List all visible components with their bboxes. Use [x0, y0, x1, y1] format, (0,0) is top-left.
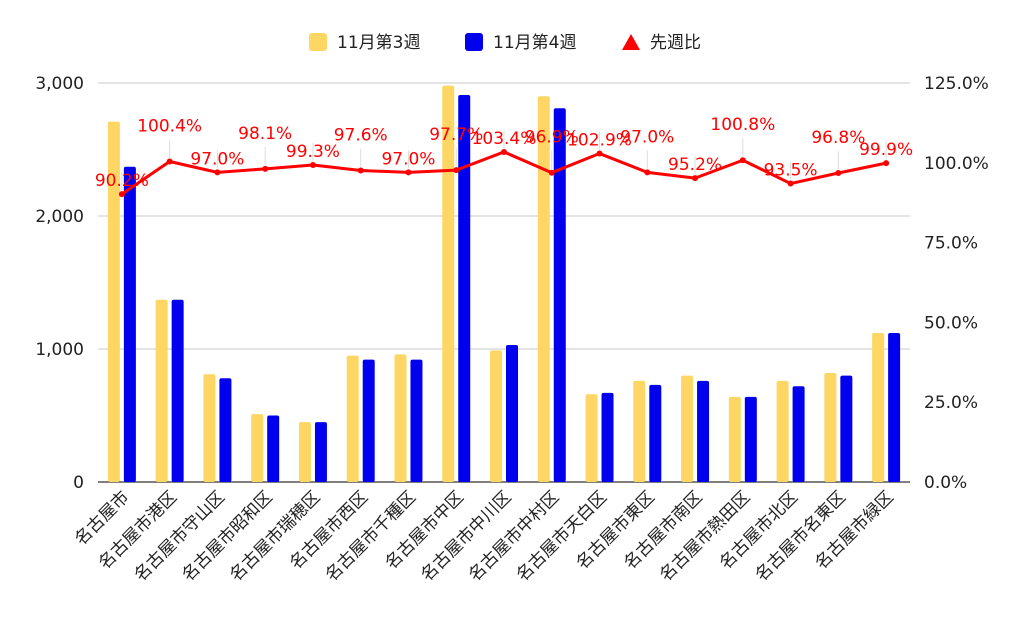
bar-week4 — [171, 299, 184, 482]
bar-week3 — [776, 380, 789, 482]
ratio-data-label: 93.5% — [764, 161, 818, 181]
right-tick-label: 25.0% — [924, 393, 978, 413]
ratio-point — [357, 167, 364, 174]
bar-week4 — [744, 396, 757, 482]
bar-week4 — [410, 359, 423, 482]
ratio-data-label: 99.9% — [859, 140, 913, 160]
ratio-data-label: 98.1% — [238, 124, 292, 144]
legend-swatch-ratio-icon — [622, 34, 640, 50]
right-tick-label: 100.0% — [924, 154, 989, 174]
ratio-data-label: 100.4% — [137, 117, 202, 137]
bar-week3 — [633, 380, 646, 482]
ratio-data-label: 96.9% — [525, 128, 579, 148]
left-tick-label: 0 — [73, 473, 84, 493]
ratio-point — [405, 169, 412, 176]
right-tick-label: 0.0% — [924, 473, 967, 493]
bar-week3 — [346, 355, 359, 482]
bar-week4 — [601, 392, 614, 482]
right-tick-label: 75.0% — [924, 234, 978, 254]
bar-week4 — [123, 166, 136, 483]
bar-week4 — [219, 378, 232, 482]
bar-week4 — [792, 386, 805, 482]
ratio-point — [548, 169, 555, 176]
left-tick-label: 3,000 — [35, 74, 84, 94]
bar-week4 — [649, 384, 662, 482]
ratio-data-label: 102.9% — [567, 131, 632, 151]
ratio-data-label: 100.8% — [710, 115, 775, 135]
bar-week3 — [681, 375, 694, 482]
legend-label: 先週比 — [650, 33, 701, 53]
bar-week4 — [458, 94, 471, 482]
ratio-point — [644, 169, 651, 176]
ratio-point — [262, 165, 269, 172]
ratio-point — [118, 191, 125, 198]
bar-week4 — [267, 415, 280, 482]
bar-week4 — [314, 422, 327, 482]
ratio-point — [453, 167, 460, 174]
ratio-data-label: 97.6% — [334, 125, 388, 145]
left-tick-label: 1,000 — [35, 340, 84, 360]
bar-week3 — [251, 414, 264, 482]
ratio-data-label: 95.2% — [668, 155, 722, 175]
bar-week4 — [697, 380, 710, 482]
ratio-point — [835, 170, 842, 177]
ratio-point — [787, 180, 794, 187]
bar-week3 — [537, 96, 550, 483]
bar-week3 — [394, 354, 407, 482]
bar-week4 — [553, 108, 566, 483]
bar-week4 — [506, 345, 518, 482]
ratio-data-label: 103.4% — [472, 129, 537, 149]
ratio-point — [214, 169, 221, 176]
right-tick-label: 125.0% — [924, 74, 989, 94]
ratio-point — [501, 148, 507, 155]
ratio-point — [596, 150, 603, 157]
ratio-point — [166, 158, 173, 165]
ratio-data-label: 97.0% — [190, 149, 244, 169]
bar-week3 — [107, 121, 120, 482]
legend-swatch-week3 — [309, 33, 327, 51]
ratio-data-label: 90.2% — [95, 171, 149, 191]
ratio-data-label: 97.7% — [429, 125, 483, 145]
bar-week3 — [203, 374, 216, 482]
bar-week3 — [728, 396, 741, 482]
bar-week4 — [888, 333, 901, 482]
ratio-data-label: 99.3% — [286, 142, 340, 162]
ratio-point — [739, 157, 746, 164]
bar-week3 — [298, 422, 311, 482]
left-tick-label: 2,000 — [35, 207, 84, 227]
ratio-data-label: 96.8% — [811, 128, 865, 148]
bar-week3 — [442, 85, 455, 482]
ratio-data-label: 97.0% — [381, 149, 435, 169]
legend-label: 11月第4週 — [493, 33, 576, 53]
ratio-point — [883, 160, 890, 167]
legend-label: 11月第3週 — [337, 33, 420, 53]
bar-week3 — [872, 333, 885, 482]
bar-week4 — [840, 375, 853, 482]
ratio-data-label: 97.0% — [620, 127, 674, 147]
bar-week3 — [585, 394, 598, 482]
right-tick-label: 50.0% — [924, 313, 978, 333]
legend-swatch-week4 — [465, 33, 483, 51]
ratio-point — [692, 175, 699, 182]
ratio-point — [309, 162, 316, 169]
bar-week3 — [155, 299, 168, 482]
bar-week4 — [362, 359, 375, 482]
bar-week3 — [490, 350, 502, 482]
bar-week3 — [824, 372, 837, 482]
